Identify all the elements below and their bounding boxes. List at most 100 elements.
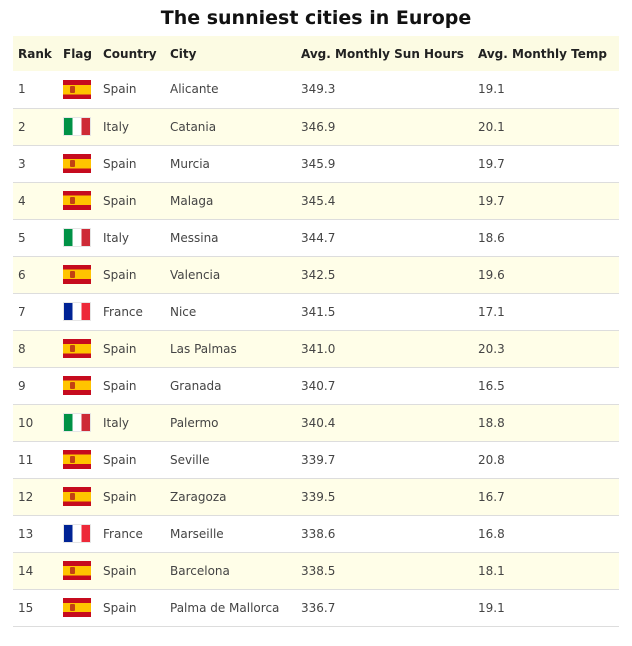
country-cell: Spain (98, 441, 165, 479)
rank-cell: 15 (13, 589, 58, 627)
temp-cell: 18.1 (473, 552, 619, 590)
rank-cell: 2 (13, 108, 58, 146)
flag-cell (58, 441, 98, 479)
sun-hours-cell: 349.3 (296, 71, 473, 109)
country-cell: Spain (98, 256, 165, 294)
table-body: 1 Spain Alicante 349.3 19.1 2 Italy Catania 346.… (13, 71, 619, 627)
temp-cell: 16.7 (473, 478, 619, 516)
table-row: 4 Spain Malaga 345.4 19.7 (13, 182, 619, 220)
rank-cell: 8 (13, 330, 58, 368)
rank-cell: 5 (13, 219, 58, 257)
spain-flag-icon (63, 487, 91, 506)
sun-hours-cell: 339.5 (296, 478, 473, 516)
country-cell: Spain (98, 367, 165, 405)
spain-flag-icon (63, 598, 91, 617)
flag-cell (58, 478, 98, 516)
france-flag-icon (63, 524, 91, 543)
temp-cell: 19.7 (473, 145, 619, 183)
rank-cell: 11 (13, 441, 58, 479)
flag-cell (58, 552, 98, 590)
city-cell: Alicante (165, 71, 296, 109)
country-cell: France (98, 515, 165, 553)
flag-cell (58, 256, 98, 294)
rank-cell: 9 (13, 367, 58, 405)
country-cell: Spain (98, 182, 165, 220)
table-row: 11 Spain Seville 339.7 20.8 (13, 441, 619, 479)
flag-cell (58, 404, 98, 442)
country-cell: Spain (98, 552, 165, 590)
sun-hours-cell: 338.6 (296, 515, 473, 553)
table-row: 13 France Marseille 338.6 16.8 (13, 515, 619, 553)
temp-cell: 19.1 (473, 71, 619, 109)
temp-column-header: Avg. Monthly Temp (478, 46, 607, 61)
country-column-header: Country (103, 46, 157, 61)
city-cell: Granada (165, 367, 296, 405)
temp-cell: 17.1 (473, 293, 619, 331)
table-row: 15 Spain Palma de Mallorca 336.7 19.1 (13, 589, 619, 627)
table-row: 2 Italy Catania 346.9 20.1 (13, 108, 619, 146)
flag-cell (58, 589, 98, 627)
rank-cell: 1 (13, 71, 58, 109)
rank-cell: 14 (13, 552, 58, 590)
temp-cell: 18.6 (473, 219, 619, 257)
country-cell: Spain (98, 478, 165, 516)
rank-cell: 4 (13, 182, 58, 220)
flag-cell (58, 182, 98, 220)
city-cell: Marseille (165, 515, 296, 553)
temp-cell: 19.7 (473, 182, 619, 220)
rank-cell: 6 (13, 256, 58, 294)
italy-flag-icon (63, 228, 91, 247)
sun-hours-cell: 336.7 (296, 589, 473, 627)
france-flag-icon (63, 302, 91, 321)
country-cell: Spain (98, 589, 165, 627)
spain-flag-icon (63, 79, 91, 99)
city-cell: Catania (165, 108, 296, 146)
temp-cell: 19.1 (473, 589, 619, 627)
city-cell: Barcelona (165, 552, 296, 590)
sun-hours-cell: 341.0 (296, 330, 473, 368)
spain-flag-icon (63, 376, 91, 395)
country-cell: Italy (98, 108, 165, 146)
flag-cell (58, 515, 98, 553)
flag-cell (58, 108, 98, 146)
temp-cell: 20.1 (473, 108, 619, 146)
city-cell: Seville (165, 441, 296, 479)
city-cell: Palermo (165, 404, 296, 442)
country-cell: Spain (98, 330, 165, 368)
table-row: 12 Spain Zaragoza 339.5 16.7 (13, 478, 619, 516)
temp-cell: 16.8 (473, 515, 619, 553)
temp-cell: 16.5 (473, 367, 619, 405)
spain-flag-icon (63, 339, 91, 358)
spain-flag-icon (63, 265, 91, 284)
flag-cell (58, 330, 98, 368)
table-row: 8 Spain Las Palmas 341.0 20.3 (13, 330, 619, 368)
rank-cell: 12 (13, 478, 58, 516)
rank-cell: 3 (13, 145, 58, 183)
country-cell: Spain (98, 145, 165, 183)
flag-cell (58, 145, 98, 183)
flag-column-header: Flag (63, 46, 92, 61)
city-column-header: City (170, 46, 197, 61)
table-row: 9 Spain Granada 340.7 16.5 (13, 367, 619, 405)
sun-hours-cell: 338.5 (296, 552, 473, 590)
temp-cell: 18.8 (473, 404, 619, 442)
table-row: 5 Italy Messina 344.7 18.6 (13, 219, 619, 257)
table-row: 6 Spain Valencia 342.5 19.6 (13, 256, 619, 294)
spain-flag-icon (63, 154, 91, 173)
spain-flag-icon (63, 191, 91, 210)
sun-hours-cell: 340.4 (296, 404, 473, 442)
sun-hours-cell: 344.7 (296, 219, 473, 257)
sun-hours-cell: 345.9 (296, 145, 473, 183)
flag-cell (58, 219, 98, 257)
sun-hours-column-header: Avg. Monthly Sun Hours (301, 46, 464, 61)
city-cell: Malaga (165, 182, 296, 220)
city-cell: Palma de Mallorca (165, 589, 296, 627)
table-row: 7 France Nice 341.5 17.1 (13, 293, 619, 331)
country-cell: Spain (98, 71, 165, 109)
sun-hours-cell: 341.5 (296, 293, 473, 331)
city-cell: Messina (165, 219, 296, 257)
city-cell: Nice (165, 293, 296, 331)
flag-cell (58, 71, 98, 109)
table-header-row: Rank Flag Country City Avg. Monthly Sun … (13, 36, 619, 71)
temp-cell: 20.3 (473, 330, 619, 368)
